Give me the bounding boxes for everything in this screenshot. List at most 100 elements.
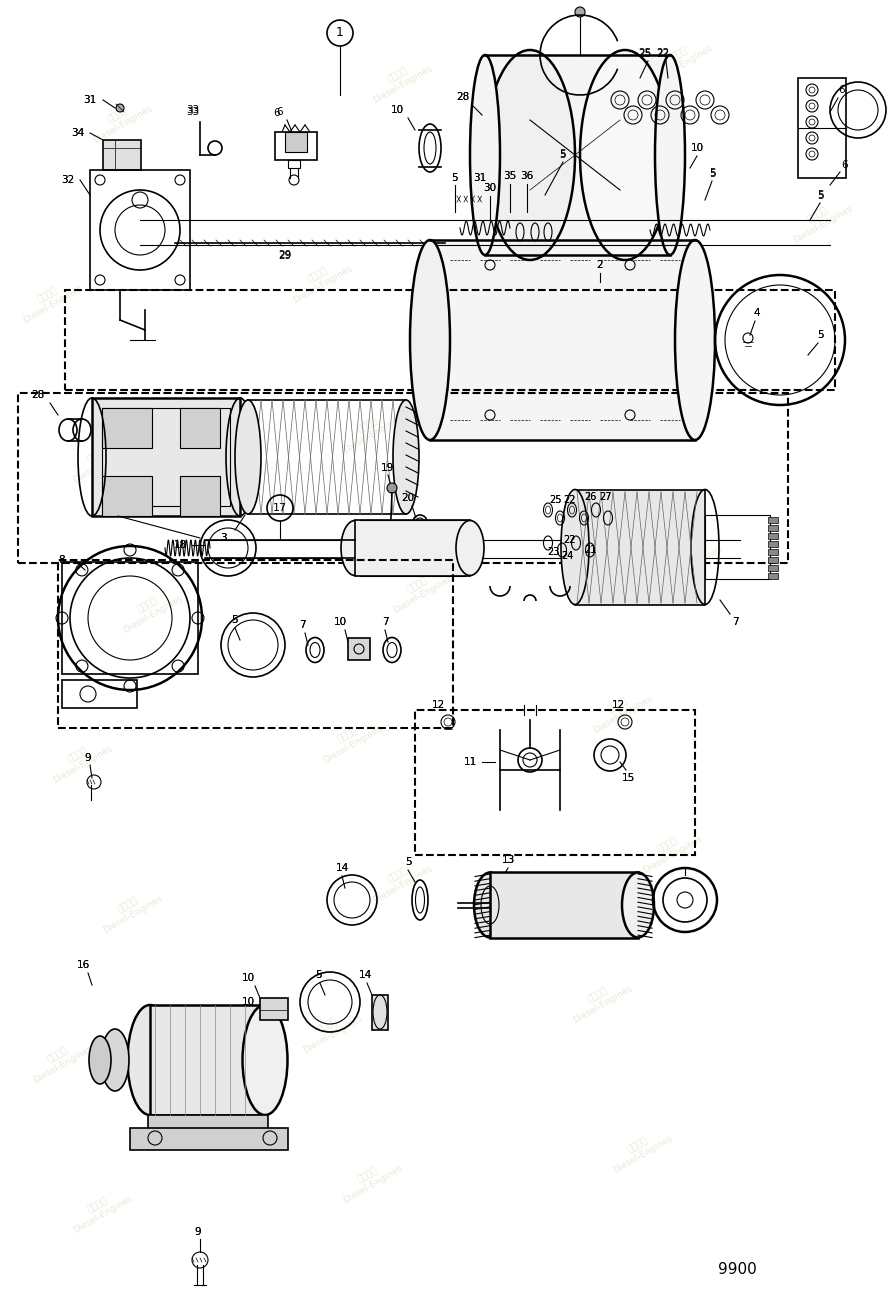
Bar <box>768 572 778 579</box>
Text: 31: 31 <box>473 172 487 183</box>
Text: 柴发动力
Diesel-Engines: 柴发动力 Diesel-Engines <box>366 55 433 105</box>
Ellipse shape <box>235 400 261 515</box>
Text: 28: 28 <box>31 390 44 400</box>
Text: 36: 36 <box>521 171 534 182</box>
Text: 16: 16 <box>77 959 90 970</box>
Circle shape <box>116 104 124 112</box>
Text: 28: 28 <box>31 390 44 400</box>
Text: 5: 5 <box>817 190 823 200</box>
Text: 36: 36 <box>521 171 534 182</box>
Ellipse shape <box>393 400 419 515</box>
Bar <box>372 995 388 1030</box>
Text: 柴发动力
Diesel-Engines: 柴发动力 Diesel-Engines <box>616 375 684 425</box>
Bar <box>90 170 190 290</box>
Text: 1: 1 <box>336 26 344 39</box>
Text: 9900: 9900 <box>717 1262 756 1278</box>
Text: 7: 7 <box>382 617 388 626</box>
Text: 柴发动力
Diesel-Engines: 柴发动力 Diesel-Engines <box>16 275 84 325</box>
Text: 25: 25 <box>638 47 651 58</box>
Bar <box>415 711 695 855</box>
Text: 5: 5 <box>405 857 411 867</box>
Bar <box>92 397 240 516</box>
Text: 35: 35 <box>504 171 516 182</box>
Text: 17: 17 <box>273 503 287 513</box>
Text: 22: 22 <box>657 49 669 59</box>
Ellipse shape <box>127 1005 173 1115</box>
Text: 柴发动力
Diesel-Engines: 柴发动力 Diesel-Engines <box>646 34 714 86</box>
Bar <box>355 520 470 576</box>
Text: 5: 5 <box>817 330 823 340</box>
Bar <box>575 490 705 605</box>
Text: 22: 22 <box>563 495 576 505</box>
Text: 13: 13 <box>501 855 514 865</box>
Text: 15: 15 <box>621 772 635 783</box>
Bar <box>490 873 638 938</box>
Ellipse shape <box>485 50 575 261</box>
Text: 9: 9 <box>85 753 92 763</box>
Bar <box>485 55 670 255</box>
Text: 29: 29 <box>279 250 292 261</box>
Text: 12: 12 <box>432 700 445 711</box>
Text: 12: 12 <box>611 700 625 711</box>
Text: 33: 33 <box>186 105 199 114</box>
Text: 5: 5 <box>817 330 823 340</box>
Text: 22: 22 <box>563 495 576 505</box>
Text: 3: 3 <box>220 533 226 544</box>
Text: 27: 27 <box>600 492 612 501</box>
Text: 29: 29 <box>279 251 292 261</box>
Text: 30: 30 <box>483 183 497 193</box>
Text: 7: 7 <box>299 620 305 630</box>
Text: 10: 10 <box>241 973 255 983</box>
Bar <box>248 400 406 515</box>
Text: 10: 10 <box>241 998 255 1007</box>
Text: 5: 5 <box>231 615 239 625</box>
Text: 5: 5 <box>560 150 566 161</box>
Text: 10: 10 <box>691 143 704 153</box>
Text: 31: 31 <box>84 95 97 105</box>
Text: 30: 30 <box>483 183 497 193</box>
Text: 柴发动力
Diesel-Engines: 柴发动力 Diesel-Engines <box>336 405 404 455</box>
Text: 13: 13 <box>501 855 514 865</box>
Circle shape <box>575 7 585 17</box>
Bar <box>58 561 453 728</box>
Text: 柴发动力
Diesel-Engines: 柴发动力 Diesel-Engines <box>26 1034 93 1086</box>
Bar <box>18 393 788 563</box>
Text: 10: 10 <box>334 617 346 626</box>
Text: 5: 5 <box>708 168 716 178</box>
Text: 6: 6 <box>842 161 848 170</box>
Text: 柴发动力
Diesel-Engines: 柴发动力 Diesel-Engines <box>656 534 724 586</box>
Bar <box>180 476 220 516</box>
Text: 14: 14 <box>359 970 372 980</box>
Text: 柴发动力
Diesel-Engines: 柴发动力 Diesel-Engines <box>786 195 854 245</box>
Text: 15: 15 <box>621 772 635 783</box>
Text: 24: 24 <box>561 551 573 561</box>
Text: 9: 9 <box>85 753 92 763</box>
Text: 柴发动力
Diesel-Engines: 柴发动力 Diesel-Engines <box>296 1005 364 1055</box>
Text: 5: 5 <box>315 970 321 980</box>
Text: 18: 18 <box>174 540 187 550</box>
Text: 22: 22 <box>563 536 576 545</box>
Text: 35: 35 <box>504 171 516 182</box>
Text: 28: 28 <box>457 92 470 103</box>
Text: 18: 18 <box>174 540 187 550</box>
Text: 6: 6 <box>838 86 846 95</box>
Bar <box>150 1005 265 1115</box>
Text: 28: 28 <box>457 92 470 103</box>
Text: 柴发动力
Diesel-Engines: 柴发动力 Diesel-Engines <box>316 715 384 765</box>
Bar <box>348 638 370 661</box>
Text: 24: 24 <box>561 551 573 561</box>
Bar <box>102 476 152 516</box>
Text: 31: 31 <box>84 95 97 105</box>
Text: 柴发动力
Diesel-Engines: 柴发动力 Diesel-Engines <box>116 584 184 636</box>
Text: 8: 8 <box>59 555 65 565</box>
Text: 25: 25 <box>549 495 562 505</box>
Text: 7: 7 <box>732 617 739 626</box>
Text: 柴发动力
Diesel-Engines: 柴发动力 Diesel-Engines <box>566 975 634 1025</box>
Bar <box>65 290 835 390</box>
Circle shape <box>387 483 397 494</box>
Circle shape <box>524 74 536 86</box>
Text: 柴发动力
Diesel-Engines: 柴发动力 Diesel-Engines <box>606 1125 674 1175</box>
Text: 2: 2 <box>596 261 603 270</box>
Text: 柴发动力
Diesel-Engines: 柴发动力 Diesel-Engines <box>86 95 154 145</box>
Bar <box>768 533 778 540</box>
